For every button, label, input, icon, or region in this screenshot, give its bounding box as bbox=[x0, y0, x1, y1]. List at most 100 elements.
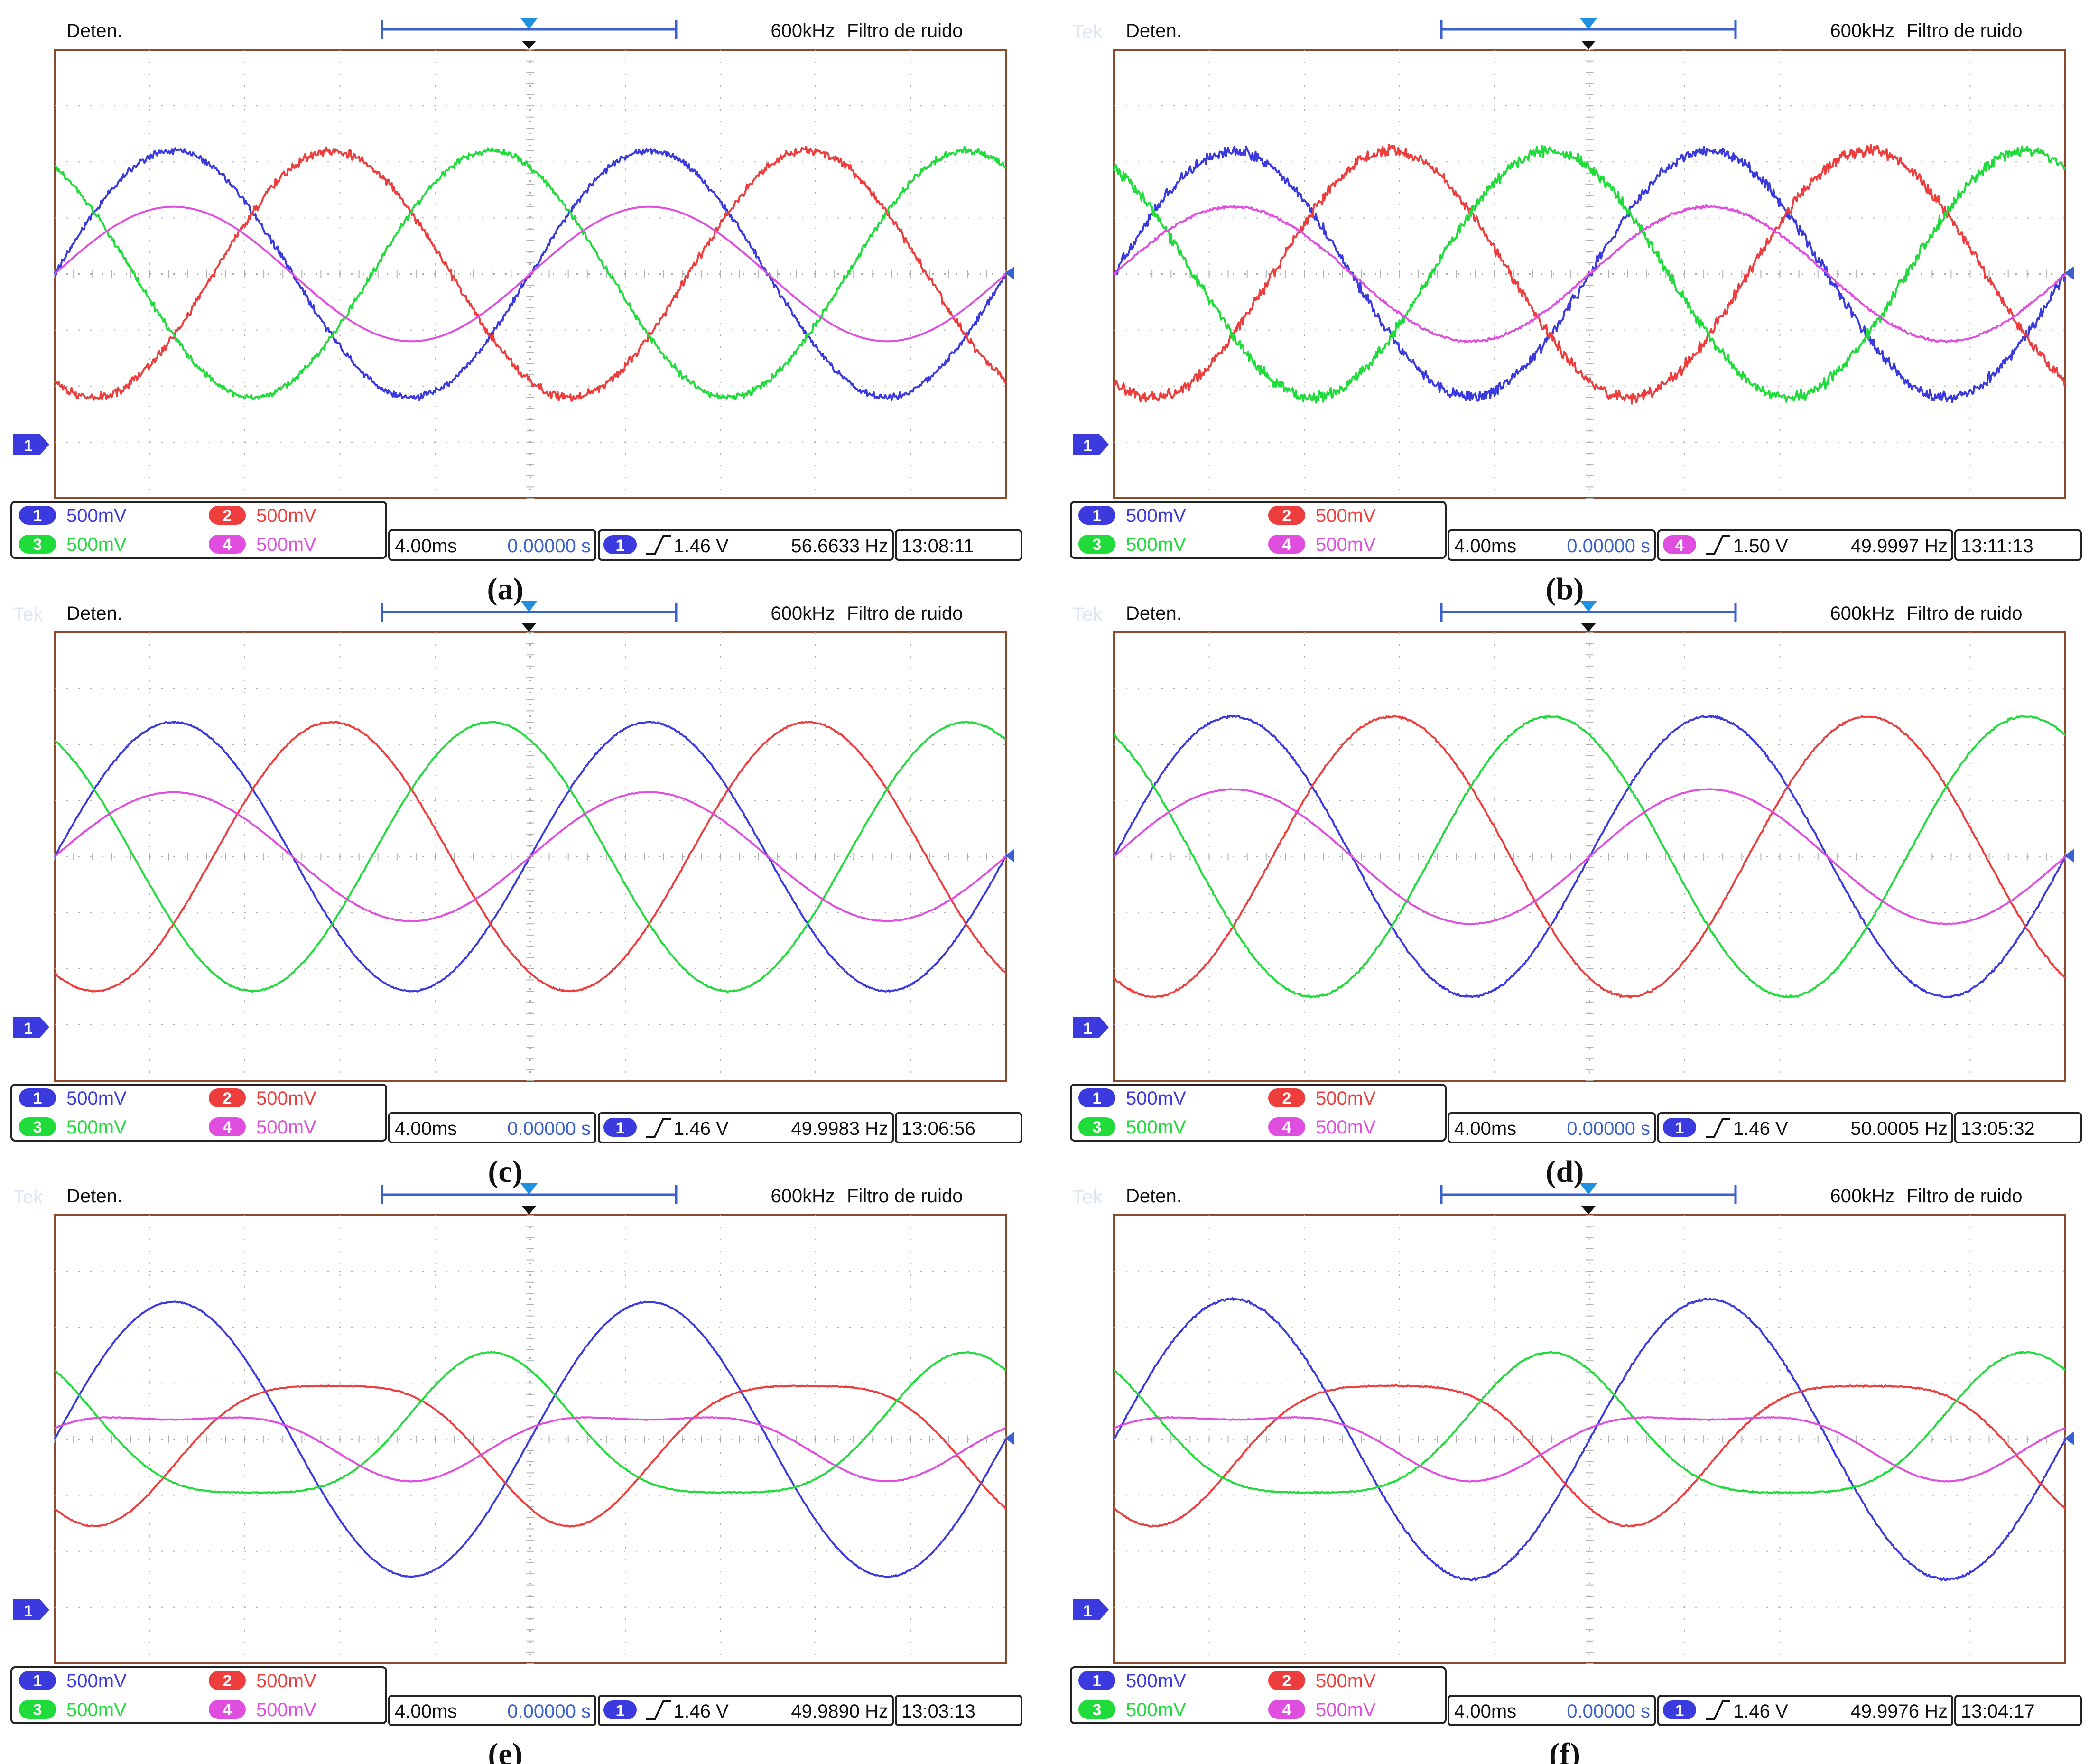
expansion-point-icon bbox=[1581, 623, 1596, 632]
channel-badge-label: 3 bbox=[33, 1118, 42, 1136]
waveform-ch4 bbox=[54, 791, 1006, 922]
trigger-channel-label: 4 bbox=[1675, 537, 1684, 555]
frequency-readout: 50.0005 Hz bbox=[1850, 1118, 1948, 1139]
channel-scale: 500mV bbox=[66, 1088, 127, 1109]
trigger-channel-label: 1 bbox=[616, 537, 625, 555]
channel-scale: 500mV bbox=[66, 1671, 127, 1691]
channel-badge-label: 4 bbox=[1282, 1118, 1291, 1136]
channel-badge bbox=[1268, 1671, 1305, 1690]
brand-watermark: Tek bbox=[1073, 21, 1103, 42]
panel-caption: (e) bbox=[488, 1737, 522, 1764]
bandwidth-limit: 600kHz bbox=[1830, 1186, 1894, 1207]
timebase-box bbox=[1448, 1695, 1656, 1726]
graticule bbox=[1113, 1214, 2074, 1664]
trigger-position-icon bbox=[1580, 18, 1597, 29]
channel-3-readout[interactable]: 3 500mV bbox=[1078, 1699, 1186, 1720]
timebase-box bbox=[388, 1112, 596, 1143]
ground-arrow-icon bbox=[1073, 434, 1109, 455]
channel-4-readout[interactable]: 4 500mV bbox=[209, 534, 316, 555]
waveform-ch1 bbox=[54, 1300, 1007, 1578]
channel-readout-box bbox=[10, 1666, 387, 1724]
channel-badge-label: 1 bbox=[33, 1672, 42, 1690]
bandwidth-limit: 600kHz bbox=[771, 1186, 835, 1207]
ground-arrow-icon bbox=[13, 1599, 49, 1620]
panel-caption: (a) bbox=[487, 572, 524, 606]
timebase-readout: 4.00ms bbox=[1454, 1701, 1516, 1722]
graticule bbox=[54, 631, 1014, 1082]
clock-box bbox=[895, 1695, 1022, 1726]
channel-scale: 500mV bbox=[1126, 534, 1186, 555]
rising-edge-icon bbox=[646, 1700, 671, 1720]
channel-2-readout[interactable]: 2 500mV bbox=[1268, 1671, 1376, 1691]
clock-box bbox=[1954, 1695, 2082, 1726]
trigger-box bbox=[1657, 1695, 1953, 1726]
channel-1-readout[interactable]: 1 500mV bbox=[19, 1671, 127, 1691]
channel-scale: 500mV bbox=[256, 534, 316, 555]
channel-4-readout[interactable]: 4 500mV bbox=[1268, 534, 1376, 555]
bandwidth-limit: 600kHz bbox=[771, 20, 835, 41]
trigger-channel-badge bbox=[1663, 1700, 1696, 1719]
channel-badge-label: 1 bbox=[33, 507, 42, 525]
trigger-box bbox=[598, 529, 894, 561]
channel-1-readout[interactable]: 1 500mV bbox=[1078, 505, 1186, 526]
channel-1-readout[interactable]: 1 500mV bbox=[19, 505, 127, 526]
channel-3-readout[interactable]: 3 500mV bbox=[19, 1117, 127, 1138]
channel-4-readout[interactable]: 4 500mV bbox=[1268, 1117, 1376, 1138]
channel-readout-box bbox=[1070, 501, 1447, 559]
clock-readout: 13:03:13 bbox=[901, 1701, 975, 1722]
channel-badge-label: 4 bbox=[1282, 536, 1291, 554]
channel-4-readout[interactable]: 4 500mV bbox=[209, 1699, 316, 1720]
channel-scale: 500mV bbox=[256, 1088, 316, 1109]
channel-scale: 500mV bbox=[256, 1699, 316, 1720]
channel-3-readout[interactable]: 3 500mV bbox=[19, 1699, 127, 1720]
waveform-ch4 bbox=[1114, 1416, 2066, 1483]
channel-3-readout[interactable]: 3 500mV bbox=[19, 534, 127, 555]
channel-1-ground-marker: 1 bbox=[13, 1599, 49, 1620]
channel-readout-box bbox=[10, 501, 387, 559]
channel-4-readout[interactable]: 4 500mV bbox=[209, 1117, 316, 1138]
channel-1-readout[interactable]: 1 500mV bbox=[1078, 1088, 1186, 1109]
channel-badge-label: 2 bbox=[1282, 1672, 1291, 1690]
channel-2-readout[interactable]: 2 500mV bbox=[209, 1088, 316, 1109]
waveform-ch4 bbox=[54, 1416, 1006, 1483]
delay-readout: 0.00000 s bbox=[1567, 1118, 1650, 1139]
channel-4-readout[interactable]: 4 500mV bbox=[1268, 1699, 1376, 1720]
bandwidth-limit: 600kHz bbox=[1830, 20, 1894, 41]
channel-1-ground-marker: 1 bbox=[1073, 1017, 1109, 1038]
channel-badge-label: 4 bbox=[223, 1701, 232, 1719]
timebase-box bbox=[1448, 529, 1656, 561]
channel-1-ground-marker: 1 bbox=[13, 1017, 49, 1038]
noise-filter: Filtro de ruido bbox=[1906, 20, 2023, 41]
acquisition-status: Deten. bbox=[1126, 1186, 1182, 1207]
scope-panel: Tek Deten. 600kHz Filtro de ruido 1 1 500mV 2 50… bbox=[1070, 1183, 2082, 1764]
frequency-readout: 49.9890 Hz bbox=[791, 1701, 888, 1722]
channel-badge bbox=[209, 1117, 246, 1136]
delay-readout: 0.00000 s bbox=[507, 1701, 591, 1722]
graticule bbox=[54, 49, 1014, 499]
ground-marker-label: 1 bbox=[24, 437, 33, 455]
trigger-level-icon bbox=[2064, 266, 2074, 280]
channel-1-ground-marker: 1 bbox=[1073, 1599, 1109, 1620]
channel-2-readout[interactable]: 2 500mV bbox=[209, 505, 316, 526]
timebase-readout: 4.00ms bbox=[395, 1701, 457, 1722]
channel-3-readout[interactable]: 3 500mV bbox=[1078, 534, 1186, 555]
clock-readout: 13:08:11 bbox=[901, 536, 974, 557]
channel-badge bbox=[1078, 535, 1115, 554]
channel-1-readout[interactable]: 1 500mV bbox=[19, 1088, 127, 1109]
channel-1-readout[interactable]: 1 500mV bbox=[1078, 1671, 1186, 1691]
frequency-readout: 49.9983 Hz bbox=[791, 1118, 888, 1139]
scope-panel: Tek Deten. 600kHz Filtro de ruido 1 1 500mV 2 50… bbox=[1070, 601, 2082, 1189]
channel-2-readout[interactable]: 2 500mV bbox=[1268, 505, 1376, 526]
channel-badge-label: 2 bbox=[223, 1672, 232, 1690]
channel-2-readout[interactable]: 2 500mV bbox=[209, 1671, 316, 1691]
channel-scale: 500mV bbox=[1316, 1699, 1376, 1720]
panel-caption: (c) bbox=[488, 1154, 522, 1189]
acquisition-status: Deten. bbox=[66, 20, 122, 41]
channel-badge-label: 2 bbox=[1282, 507, 1291, 525]
channel-scale: 500mV bbox=[1126, 1699, 1186, 1720]
channel-3-readout[interactable]: 3 500mV bbox=[1078, 1117, 1186, 1138]
expansion-point-icon bbox=[522, 1206, 536, 1215]
channel-scale: 500mV bbox=[1126, 505, 1186, 526]
channel-2-readout[interactable]: 2 500mV bbox=[1268, 1088, 1376, 1109]
channel-scale: 500mV bbox=[256, 505, 316, 526]
